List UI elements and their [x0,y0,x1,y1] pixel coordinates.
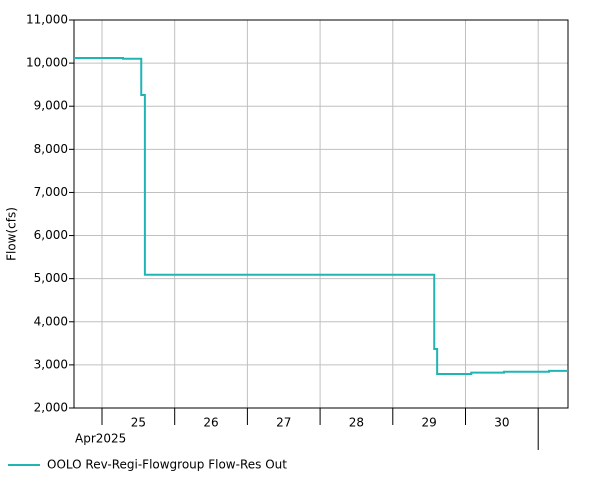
y-tick-label: 11,000 [26,13,68,27]
x-tick-label: 27 [276,416,291,430]
flow-line [74,56,568,375]
x-tick-label: 30 [494,416,509,430]
y-tick-label: 2,000 [34,401,68,415]
y-tick-label: 3,000 [34,357,68,371]
y-axis-title: Flow(cfs) [5,207,19,261]
plot-area [73,19,569,409]
x-tick-label: 25 [131,416,146,430]
y-tick-label: 4,000 [34,314,68,328]
x-tick-label: 28 [349,416,364,430]
month-label: Apr2025 [75,432,126,446]
x-tick-label: 26 [203,416,218,430]
plot-border [73,19,569,409]
y-tick-label: 9,000 [34,99,68,113]
y-tick-label: 8,000 [34,142,68,156]
legend-label: OOLO Rev-Regi-Flowgroup Flow-Res Out [47,458,287,472]
x-tick-label: 29 [422,416,437,430]
y-tick-label: 6,000 [34,228,68,242]
y-tick-label: 7,000 [34,185,68,199]
y-tick-label: 5,000 [34,271,68,285]
y-tick-label: 10,000 [26,56,68,70]
